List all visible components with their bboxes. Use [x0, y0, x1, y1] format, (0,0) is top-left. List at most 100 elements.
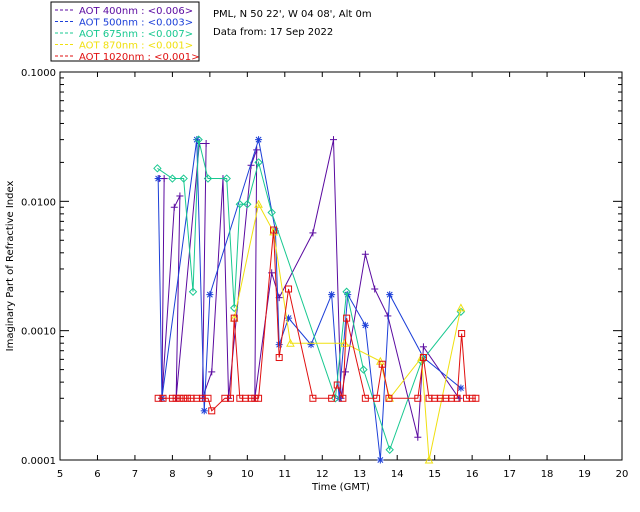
- data-point-diamond: [235, 200, 245, 209]
- data-point-plus: [170, 203, 178, 211]
- data-point-diamond: [222, 174, 231, 183]
- y-tick-label: 0.0010: [21, 327, 56, 338]
- data-point-square: [255, 394, 263, 402]
- data-point-square: [251, 394, 259, 402]
- x-tick-label: 15: [428, 469, 441, 480]
- x-tick-label: 11: [278, 469, 291, 480]
- data-point-triangle: [456, 303, 466, 312]
- data-point-square: [472, 394, 480, 402]
- data-point-square: [328, 394, 336, 402]
- legend: AOT 400nm : <0.006>AOT 500nm : <0.003> AO…: [50, 1, 200, 63]
- data-point-diamond: [342, 287, 351, 296]
- data-point-triangle: [286, 338, 295, 347]
- data-point-triangle: [424, 455, 434, 464]
- x-tick-label: 16: [466, 469, 479, 480]
- y-axis-label: Imaginary Part of Refractive Index: [5, 181, 16, 352]
- series-4: [154, 226, 480, 415]
- data-point-square: [172, 394, 180, 402]
- data-point-square: [176, 394, 184, 402]
- data-point-square: [458, 330, 466, 338]
- data-point-square: [168, 394, 176, 402]
- chart-title-line-1: PML, N 50 22', W 04 08', Alt 0m: [213, 9, 372, 20]
- data-point-triangle: [254, 199, 263, 208]
- data-point-plus: [371, 285, 379, 293]
- series-line: [233, 202, 462, 461]
- data-point-plus: [361, 250, 369, 258]
- data-point-square: [414, 394, 422, 402]
- data-point-square: [309, 394, 317, 402]
- series-line: [158, 229, 476, 412]
- data-point-plus: [160, 175, 168, 183]
- x-tick-label: 12: [316, 469, 329, 480]
- x-axis-label: Time (GMT): [311, 482, 370, 493]
- legend-entry: AOT 870nm : <0.001>: [79, 41, 193, 52]
- data-point-square: [275, 354, 283, 362]
- data-point-square: [230, 314, 238, 322]
- data-point-star: [255, 136, 263, 144]
- series-3: [229, 199, 466, 464]
- data-point-diamond: [203, 174, 213, 183]
- data-point-star: [206, 291, 214, 299]
- data-point-diamond: [254, 158, 263, 167]
- x-axis-ticks: 5 6 7 8 9 10 11 12 13 14 15 16 17 18 19 20: [57, 72, 629, 480]
- data-point-square: [159, 394, 167, 402]
- plot-frame: [59, 71, 623, 461]
- legend-box: [50, 1, 200, 62]
- x-tick-label: 17: [503, 469, 516, 480]
- data-point-diamond: [243, 200, 252, 209]
- y-axis-ticks: 0.0001 0.0010 0.0100 0.1000: [21, 68, 622, 467]
- x-tick-label: 8: [169, 469, 175, 480]
- data-point-triangle: [340, 338, 350, 347]
- series-line: [157, 139, 462, 461]
- x-tick-label: 20: [616, 469, 629, 480]
- data-point-square: [226, 394, 234, 402]
- data-point-diamond: [188, 287, 198, 296]
- data-point-square: [270, 226, 278, 234]
- data-point-square: [333, 381, 341, 389]
- data-point-diamond: [359, 365, 368, 374]
- x-tick-label: 5: [57, 469, 63, 480]
- data-point-star: [376, 456, 384, 464]
- data-point-square: [468, 394, 476, 402]
- x-tick-label: 7: [132, 469, 138, 480]
- data-point-square: [373, 394, 381, 402]
- y-tick-label: 0.1000: [21, 68, 56, 79]
- data-point-star: [457, 384, 465, 392]
- chart-title-line-2: Data from: 17 Sep 2022: [213, 27, 333, 38]
- x-tick-label: 6: [94, 469, 100, 480]
- y-tick-label: 0.0001: [21, 456, 56, 467]
- legend-entry: AOT 400nm : <0.006>: [79, 6, 193, 17]
- x-tick-label: 9: [207, 469, 213, 480]
- data-point-plus: [253, 146, 261, 154]
- x-tick-label: 19: [578, 469, 591, 480]
- data-point-diamond: [179, 174, 188, 183]
- series-1: [154, 136, 465, 464]
- data-point-plus: [202, 140, 210, 148]
- data-point-diamond: [168, 174, 177, 183]
- data-point-plus: [208, 368, 216, 376]
- legend-entry: AOT 1020nm : <0.001>: [79, 52, 199, 63]
- y-tick-label: 0.0100: [21, 197, 56, 208]
- data-point-diamond: [267, 208, 276, 217]
- data-point-plus: [384, 312, 392, 320]
- data-point-plus: [414, 433, 422, 441]
- legend-entry: AOT 500nm : <0.003>: [79, 18, 193, 29]
- data-point-star: [200, 407, 208, 415]
- data-point-star: [154, 175, 162, 183]
- data-point-plus: [330, 136, 338, 144]
- x-tick-label: 18: [541, 469, 554, 480]
- data-point-square: [208, 407, 216, 415]
- data-point-plus: [309, 229, 317, 237]
- x-tick-label: 13: [353, 469, 366, 480]
- plot-area: [153, 135, 480, 464]
- x-tick-label: 10: [241, 469, 254, 480]
- data-point-square: [183, 394, 191, 402]
- data-point-star: [361, 321, 369, 329]
- data-point-star: [307, 341, 315, 349]
- data-point-square: [453, 394, 461, 402]
- series-0: [155, 136, 463, 441]
- data-point-square: [339, 394, 347, 402]
- data-point-diamond: [385, 445, 394, 454]
- data-point-square: [378, 360, 386, 368]
